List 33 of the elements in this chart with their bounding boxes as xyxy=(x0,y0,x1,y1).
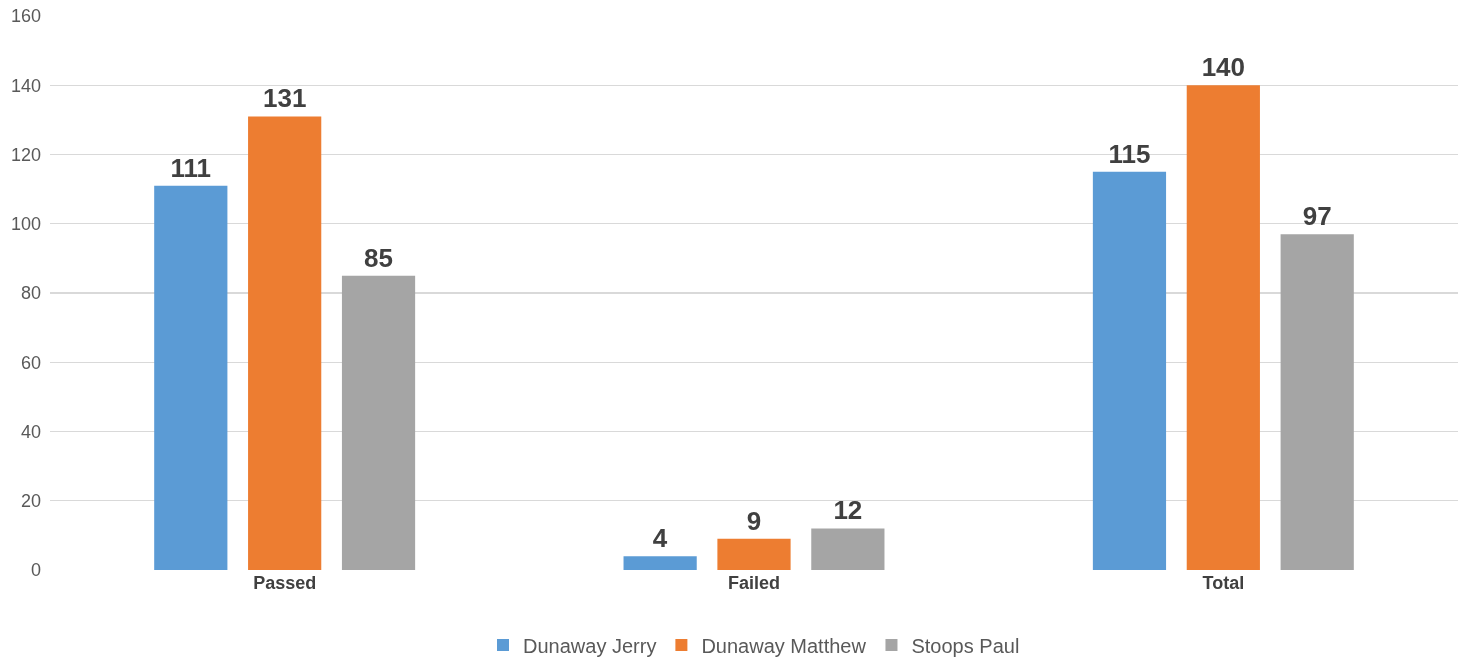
bar xyxy=(811,528,885,570)
y-tick-label: 160 xyxy=(10,6,41,27)
y-tick-label: 120 xyxy=(10,144,41,165)
data-label: 131 xyxy=(262,83,307,114)
y-tick-label: 40 xyxy=(20,421,41,442)
y-tick-label: 140 xyxy=(10,75,41,96)
bar xyxy=(717,538,791,570)
bar xyxy=(248,116,322,570)
y-tick-label: 80 xyxy=(20,283,41,304)
data-label: 85 xyxy=(364,242,393,273)
data-label: 140 xyxy=(1201,52,1246,83)
x-tick-label: Failed xyxy=(727,573,781,593)
legend-label: Stoops Paul xyxy=(911,634,1020,657)
x-tick-label: Total xyxy=(1202,573,1245,593)
y-tick-label: 0 xyxy=(30,560,41,581)
data-label: 4 xyxy=(652,523,668,554)
data-label: 97 xyxy=(1302,201,1332,232)
data-label: 115 xyxy=(1108,138,1151,169)
y-tick-label: 20 xyxy=(20,491,41,512)
bar xyxy=(154,185,228,570)
data-label: 12 xyxy=(833,495,863,526)
legend-label: Dunaway Matthew xyxy=(701,634,867,657)
data-label: 9 xyxy=(746,505,762,536)
bar xyxy=(1280,234,1354,570)
bar xyxy=(1092,171,1167,570)
x-tick-label: Passed xyxy=(253,573,317,593)
y-tick-label: 60 xyxy=(20,352,41,373)
data-label: 111 xyxy=(170,152,212,183)
bar xyxy=(341,275,416,570)
bar xyxy=(1186,85,1260,570)
bar xyxy=(623,556,697,570)
legend-label: Dunaway Jerry xyxy=(523,634,657,657)
y-tick-label: 100 xyxy=(10,214,41,235)
